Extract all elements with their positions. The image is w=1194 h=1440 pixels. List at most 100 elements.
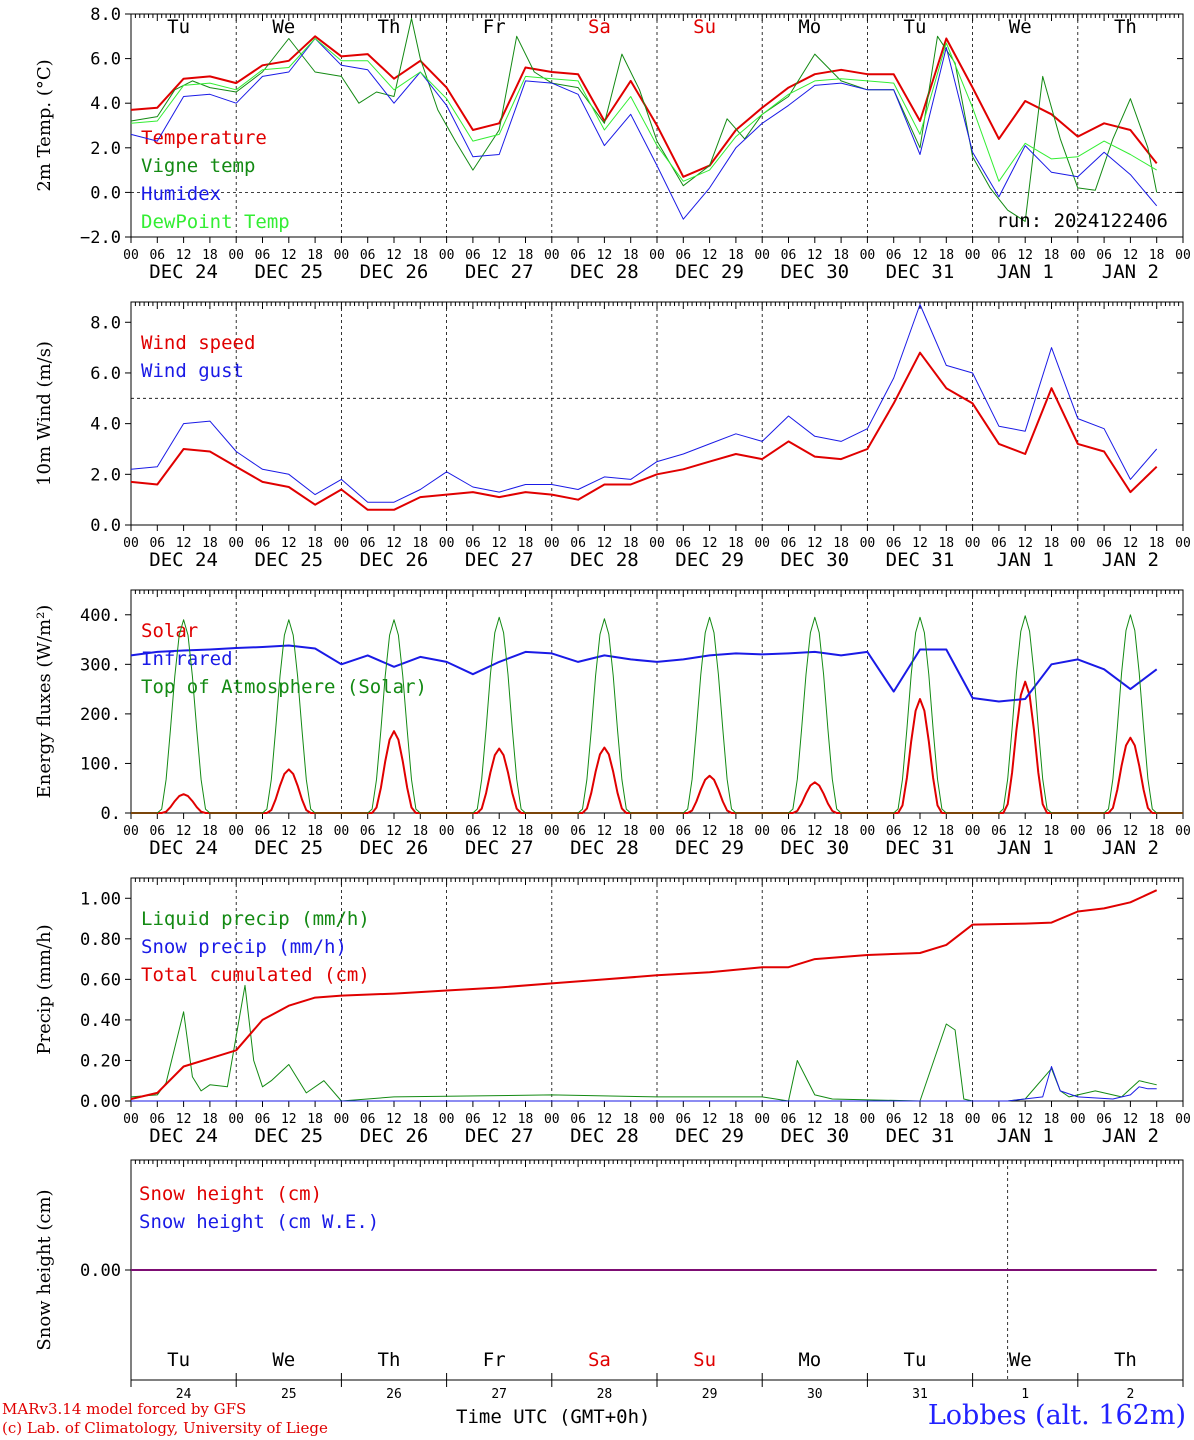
- series-line: [130, 38, 1157, 182]
- hour-tick-label: 00: [228, 536, 244, 551]
- hour-tick-label: 18: [623, 824, 639, 839]
- hour-tick-label: 00: [123, 824, 139, 839]
- date-label: DEC 29: [675, 1125, 744, 1147]
- date-label: DEC 29: [675, 261, 744, 283]
- hour-tick-label: 18: [202, 824, 218, 839]
- hour-tick-label: 00: [228, 248, 244, 263]
- y-tick-label: 0.: [101, 804, 121, 824]
- hour-tick-label: 18: [307, 824, 323, 839]
- hour-tick-label: 18: [623, 536, 639, 551]
- panel-frame: [130, 301, 1184, 526]
- y-tick-label: 0.80: [80, 930, 121, 950]
- hour-tick-label: 00: [334, 536, 350, 551]
- date-label: DEC 28: [570, 837, 639, 859]
- hour-tick-label: 00: [965, 1112, 981, 1127]
- hour-tick-label: 00: [860, 824, 876, 839]
- hour-tick-label: 06: [886, 248, 902, 263]
- y-tick-label: 8.0: [90, 313, 121, 333]
- hour-tick-label: 00: [1175, 1112, 1191, 1127]
- hour-tick-label: 00: [860, 1112, 876, 1127]
- series-line: [130, 18, 1158, 222]
- hour-tick-label: 00: [544, 824, 560, 839]
- hour-tick-label: 00: [1175, 248, 1191, 263]
- weekday-label: Mo: [798, 1349, 821, 1371]
- hour-tick-label: 06: [781, 824, 797, 839]
- series-line: [130, 351, 1158, 511]
- y-axis-label: Snow height (cm): [34, 1189, 55, 1350]
- hour-tick-label: 18: [307, 536, 323, 551]
- day-number-label: 27: [491, 1387, 507, 1402]
- hour-tick-label: 00: [1070, 536, 1086, 551]
- day-number-label: 26: [386, 1387, 402, 1402]
- hour-tick-label: 00: [123, 536, 139, 551]
- hour-tick-label: 18: [938, 248, 954, 263]
- legend-entry: Total cumulated (cm): [141, 964, 370, 986]
- hour-tick-label: 12: [1123, 1112, 1139, 1127]
- hour-tick-label: 12: [176, 824, 192, 839]
- y-tick-label: 6.0: [90, 364, 121, 384]
- lab-credit: (c) Lab. of Climatology, University of L…: [2, 1419, 328, 1437]
- weekday-label: Tu: [904, 16, 927, 38]
- hour-tick-label: 06: [149, 536, 165, 551]
- y-tick-label: 0.00: [80, 1261, 121, 1281]
- hour-tick-label: 18: [728, 248, 744, 263]
- hour-tick-label: 00: [649, 1112, 665, 1127]
- date-label: DEC 26: [360, 1125, 429, 1147]
- weekday-label: Su: [693, 16, 716, 38]
- hour-tick-label: 06: [1096, 536, 1112, 551]
- hour-tick-label: 00: [123, 248, 139, 263]
- hour-tick-label: 12: [1123, 536, 1139, 551]
- hour-tick-label: 00: [1070, 1112, 1086, 1127]
- hour-tick-label: 12: [281, 248, 297, 263]
- legend-entry: Vigne temp: [141, 155, 255, 177]
- hour-tick-label: 12: [702, 824, 718, 839]
- hour-tick-label: 12: [491, 824, 507, 839]
- date-label: DEC 25: [254, 261, 323, 283]
- x-axis-title: Time UTC (GMT+0h): [456, 1406, 651, 1428]
- hour-tick-label: 12: [597, 536, 613, 551]
- legend-entry: Liquid precip (mm/h): [141, 908, 370, 930]
- hour-tick-label: 18: [1044, 824, 1060, 839]
- date-label: DEC 25: [254, 1125, 323, 1147]
- run-label: run: 2024122406: [996, 210, 1168, 232]
- hour-tick-label: 18: [833, 248, 849, 263]
- hour-tick-label: 12: [597, 1112, 613, 1127]
- hour-tick-label: 06: [991, 248, 1007, 263]
- hour-tick-label: 06: [570, 824, 586, 839]
- hour-tick-label: 12: [702, 536, 718, 551]
- hour-tick-label: 00: [439, 248, 455, 263]
- series-line: [130, 984, 1157, 1102]
- hour-tick-label: 06: [675, 248, 691, 263]
- hour-tick-label: 12: [491, 248, 507, 263]
- series-line: [131, 1066, 1157, 1102]
- hour-tick-label: 18: [202, 1112, 218, 1127]
- date-label: JAN 2: [1102, 1125, 1159, 1147]
- date-label: DEC 28: [570, 1125, 639, 1147]
- hour-tick-label: 00: [754, 824, 770, 839]
- weekday-label: Fr: [483, 1349, 506, 1371]
- date-label: DEC 25: [254, 549, 323, 571]
- y-tick-label: 4.0: [90, 94, 121, 114]
- weekday-label: Th: [378, 16, 401, 38]
- y-axis-label: Precip (mm/h): [34, 924, 55, 1054]
- series-line: [130, 644, 1158, 703]
- hour-tick-label: 18: [623, 248, 639, 263]
- weekday-label: We: [272, 1349, 295, 1371]
- legend-entry: Solar: [141, 620, 198, 642]
- weekday-label: Mo: [798, 16, 821, 38]
- panel-2: 8.0 6.0 4.0 2.0 0.0 10m Wind (m/s) 00 06 12 18 00 0…: [34, 301, 1191, 571]
- hour-tick-label: 00: [860, 536, 876, 551]
- date-label: DEC 30: [780, 1125, 849, 1147]
- y-axis-label: 2m Temp. (°C): [34, 59, 55, 191]
- hour-tick-label: 06: [255, 1112, 271, 1127]
- legend-entry: Humidex: [141, 183, 221, 205]
- hour-tick-label: 06: [675, 824, 691, 839]
- hour-tick-label: 18: [202, 536, 218, 551]
- hour-tick-label: 12: [1017, 1112, 1033, 1127]
- y-tick-label: 400.: [80, 606, 121, 626]
- date-label: DEC 27: [465, 261, 534, 283]
- hour-tick-label: 18: [518, 1112, 534, 1127]
- hour-tick-label: 12: [386, 536, 402, 551]
- hour-tick-label: 00: [544, 248, 560, 263]
- hour-tick-label: 18: [412, 1112, 428, 1127]
